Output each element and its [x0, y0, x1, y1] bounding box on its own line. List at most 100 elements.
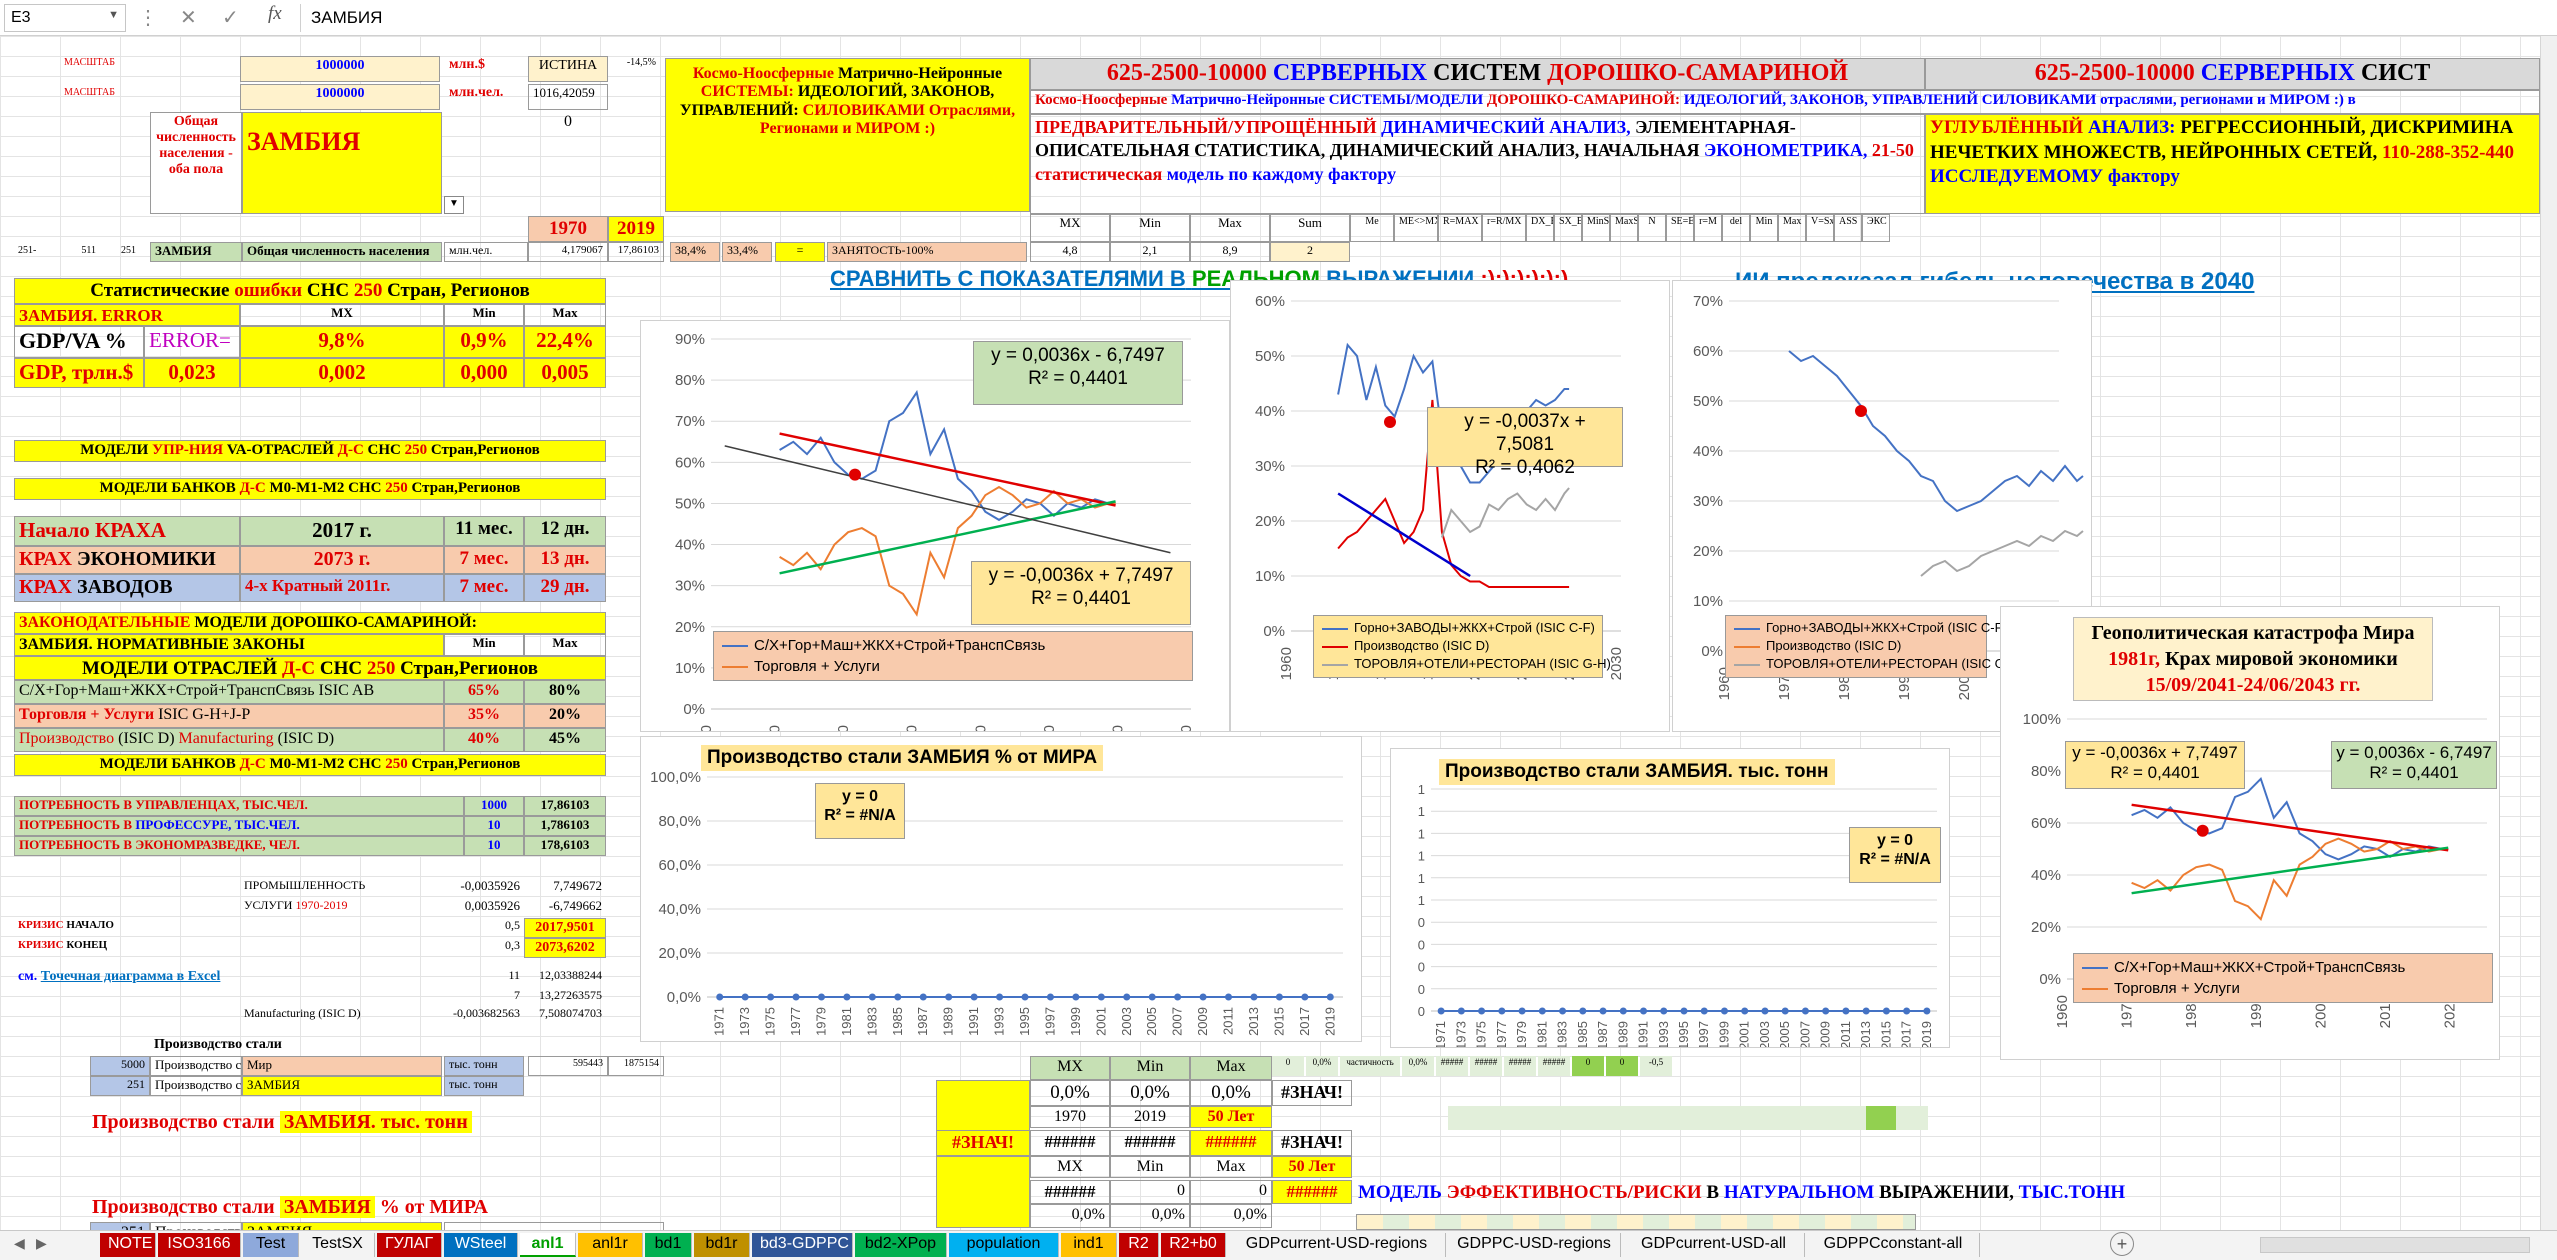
- scatter-v1[interactable]: 11: [508, 968, 520, 982]
- mid-r-hash-2[interactable]: ######: [1272, 1180, 1352, 1204]
- right-row-cell[interactable]: 0: [1572, 1056, 1604, 1076]
- year-end[interactable]: 2019: [608, 216, 664, 242]
- crisis-end-year[interactable]: 2073,6202: [524, 938, 606, 958]
- right-row-cell[interactable]: 0: [1272, 1056, 1304, 1076]
- mid-error[interactable]: #ЗНАЧ!: [936, 1130, 1030, 1156]
- stat-min[interactable]: 2,1: [1110, 242, 1190, 262]
- plus-icon[interactable]: +: [2110, 1232, 2134, 1256]
- sheet-tab-anl1[interactable]: anl1: [520, 1233, 576, 1257]
- sheet-tab-testsx[interactable]: TestSX: [301, 1233, 375, 1257]
- gdp-va-max[interactable]: 22,4%: [524, 326, 606, 358]
- chart-isic-breakdown[interactable]: 0%10%20%30%40%50%60%19601970198019902000…: [1230, 280, 1670, 732]
- need-professors-result[interactable]: 1,786103: [524, 816, 606, 836]
- mid-mx-value[interactable]: 0,0%: [1030, 1080, 1110, 1106]
- right-row-cell[interactable]: #####: [1538, 1056, 1570, 1076]
- right-row-cell[interactable]: #####: [1470, 1056, 1502, 1076]
- sector-3-max[interactable]: 45%: [524, 728, 606, 752]
- worksheet-grid[interactable]: МАСШТАБ 1000000 млн.$ ИСТИНА -14,5% МАСШ…: [0, 36, 2540, 1246]
- scale-value-1[interactable]: 1000000: [240, 56, 440, 82]
- crash-econ-year[interactable]: 2073 г.: [240, 546, 444, 574]
- crash-start-year[interactable]: 2017 г.: [240, 516, 444, 546]
- crisis-start-value[interactable]: 0,5: [505, 918, 520, 932]
- industry-v1[interactable]: -0,0035926: [460, 878, 520, 893]
- sheet-tab-bd1r[interactable]: bd1r: [694, 1233, 750, 1257]
- industry-v2[interactable]: 7,749672: [553, 878, 602, 893]
- horizontal-scrollbar[interactable]: [2260, 1237, 2530, 1253]
- scatter-link[interactable]: см. Точечная диаграмма в Excel: [18, 969, 221, 984]
- mid-year-span[interactable]: 50 Лет: [1190, 1106, 1272, 1128]
- sector-3-min[interactable]: 40%: [444, 728, 524, 752]
- mid-r-zero-2[interactable]: 0: [1190, 1180, 1272, 1204]
- crash-factory-year[interactable]: 4-х Кратный 2011г.: [240, 574, 444, 602]
- sheet-tab-anl1r[interactable]: anl1r: [578, 1233, 643, 1257]
- sector-1-max[interactable]: 80%: [524, 680, 606, 704]
- mid-r-hash-1[interactable]: ######: [1030, 1180, 1110, 1204]
- misc-v2[interactable]: 13,27263575: [539, 988, 602, 1002]
- sheet-tab-ind1[interactable]: ind1: [1061, 1233, 1117, 1257]
- chart-geopolitical[interactable]: 0% 20% 40% 60% 80% 100% 1960 1970 1980 1990 2000 20…: [2000, 606, 2500, 1060]
- country-cell[interactable]: ЗАМБИЯ: [242, 112, 442, 214]
- right-row-cell[interactable]: частичность: [1340, 1056, 1400, 1076]
- mid-pct-1[interactable]: 0,0%: [1030, 1204, 1110, 1228]
- filter-dropdown-icon[interactable]: ▼: [444, 196, 464, 214]
- chart-steel-share[interactable]: 0,0% 20,0% 40,0% 60,0% 80,0% 100,0% 1971 1973 19…: [640, 736, 1362, 1042]
- insert-function-icon[interactable]: fx: [268, 3, 282, 24]
- sheet-tab-iso3166[interactable]: ISO3166: [158, 1233, 241, 1257]
- enter-icon[interactable]: ✓: [222, 7, 239, 29]
- scale-value-2[interactable]: 1000000: [240, 84, 440, 110]
- sector-2-min[interactable]: 35%: [444, 704, 524, 728]
- sheet-tab-population[interactable]: population: [949, 1233, 1059, 1257]
- gdp-va-mx[interactable]: 9,8%: [240, 326, 444, 358]
- services-v2[interactable]: -6,749662: [548, 898, 602, 913]
- steel-r1-unit[interactable]: тыс. тонн: [444, 1056, 524, 1076]
- row-country[interactable]: ЗАМБИЯ: [150, 242, 242, 262]
- chart-steel-tons[interactable]: 0 0 0 0 0 1 1 1 1 1 1 1971 1973 1975 1977 1979 1981 1983 1…: [1390, 748, 1950, 1048]
- stat-mx[interactable]: 4,8: [1030, 242, 1110, 262]
- mid-max-value[interactable]: 0,0%: [1190, 1080, 1272, 1106]
- gdp-va-error[interactable]: ERROR=: [144, 326, 240, 358]
- need-managers-result[interactable]: 17,86103: [524, 796, 606, 816]
- crash-econ-days[interactable]: 13 дн.: [524, 546, 606, 574]
- sheet-tab-bd1[interactable]: bd1: [645, 1233, 692, 1257]
- steel-r1-id[interactable]: 5000: [90, 1056, 150, 1076]
- chevron-down-icon[interactable]: ▼: [108, 9, 119, 21]
- gdp-va-min[interactable]: 0,9%: [444, 326, 524, 358]
- sheet-tab-wsteel[interactable]: WSteel: [444, 1233, 518, 1257]
- sector-2-max[interactable]: 20%: [524, 704, 606, 728]
- cancel-icon[interactable]: ✕: [180, 7, 197, 29]
- mid-hash-1[interactable]: ######: [1030, 1130, 1110, 1156]
- sheet-tab-gdppc-usd-regions[interactable]: GDPPC-USD-regions: [1448, 1233, 1621, 1257]
- row-unit[interactable]: млн.чел.: [444, 242, 528, 262]
- sheet-tab-r2[interactable]: R2: [1119, 1233, 1159, 1257]
- prev-sheet-icon[interactable]: ◀: [14, 1235, 25, 1251]
- gdp-max[interactable]: 0,005: [524, 358, 606, 388]
- need-managers-value[interactable]: 1000: [464, 796, 524, 816]
- more-options-icon[interactable]: ⋮: [138, 7, 158, 29]
- sheet-tab-r2-b0[interactable]: R2+b0: [1161, 1233, 1226, 1257]
- row-pct-1[interactable]: 38,4%: [670, 242, 720, 262]
- mid-r-zero-1[interactable]: 0: [1110, 1180, 1190, 1204]
- sheet-tab-bd2-xpop[interactable]: bd2-XPop: [855, 1233, 947, 1257]
- need-professors-value[interactable]: 10: [464, 816, 524, 836]
- row-value-1[interactable]: 4,179067: [528, 242, 608, 262]
- mid-znach-2[interactable]: #ЗНАЧ!: [1272, 1130, 1352, 1156]
- steel-r2-name[interactable]: Производство ст: [150, 1076, 242, 1096]
- sheet-tab-gdpcurrent-usd-regions[interactable]: GDPcurrent-USD-regions: [1228, 1233, 1446, 1257]
- mid-min-value[interactable]: 0,0%: [1110, 1080, 1190, 1106]
- compare-link[interactable]: СРАВНИТЬ С ПОКАЗАТЕЛЯМИ В РЕАЛЬНОМ ВЫРАЖ…: [830, 266, 1569, 291]
- right-row-cell[interactable]: #####: [1504, 1056, 1536, 1076]
- right-row-cell[interactable]: -0,5: [1640, 1056, 1672, 1076]
- scale-number[interactable]: 1016,42059: [528, 84, 608, 110]
- crash-factory-days[interactable]: 29 дн.: [524, 574, 606, 602]
- year-start[interactable]: 1970: [528, 216, 608, 242]
- steel-r2-unit[interactable]: тыс. тонн: [444, 1076, 524, 1096]
- crash-start-days[interactable]: 12 дн.: [524, 516, 606, 546]
- steel-r2-region[interactable]: ЗАМБИЯ: [242, 1076, 442, 1096]
- next-sheet-icon[interactable]: ▶: [36, 1235, 47, 1251]
- sheet-tab-test[interactable]: Test: [243, 1233, 299, 1257]
- row-indicator[interactable]: Общая численность населения: [242, 242, 442, 262]
- right-row-cell[interactable]: 0: [1606, 1056, 1638, 1076]
- crash-econ-months[interactable]: 7 мес.: [444, 546, 524, 574]
- need-intel-result[interactable]: 178,6103: [524, 836, 606, 856]
- row-value-2[interactable]: 17,86103: [608, 242, 664, 262]
